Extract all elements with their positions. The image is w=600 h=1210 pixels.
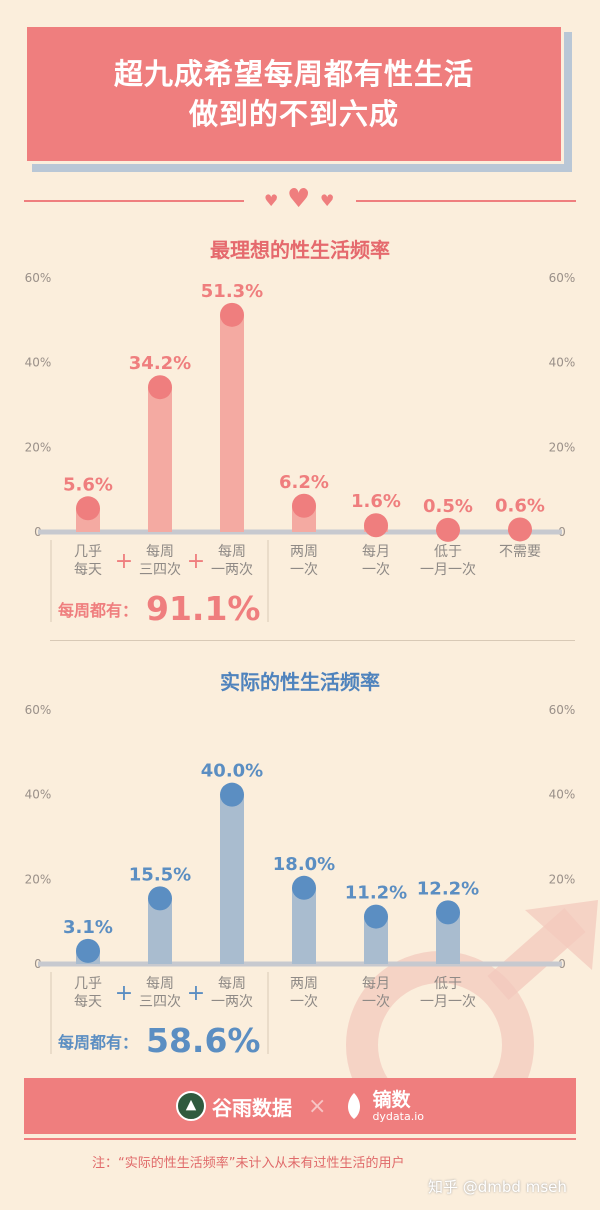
heart-icon: ♥ [287, 184, 311, 214]
x-tick-label: 两周 [290, 544, 318, 560]
x-tick-label: 每周 [218, 976, 246, 992]
heart-icon: ♥ [264, 191, 279, 210]
y-tick-label-left: 20% [25, 872, 52, 886]
y-tick-label-right: 60% [549, 271, 576, 285]
data-label: 51.3% [201, 281, 263, 302]
x-tick-label: 每天 [74, 562, 102, 578]
data-point [292, 875, 316, 900]
chart-actual-frequency: 0020%20%40%40%60%60%3.1%15.5%40.0%18.0%1… [25, 703, 576, 1060]
summary-value: 91.1% [146, 589, 261, 622]
plus-sign: + [187, 549, 205, 574]
y-tick-label-left: 40% [25, 788, 52, 802]
y-tick-label-left: 60% [25, 271, 52, 285]
data-label: 5.6% [63, 474, 113, 495]
data-label: 0.5% [423, 496, 473, 517]
data-point [148, 375, 172, 400]
y-tick-label-right: 40% [549, 356, 576, 370]
x-tick-label: 一两次 [211, 994, 253, 1010]
brand-dydata-url: dydata.io [372, 1109, 424, 1123]
y-tick-label-left: 40% [25, 356, 52, 370]
bar [148, 387, 172, 532]
data-label: 0.6% [495, 495, 545, 516]
x-tick-label: 三四次 [139, 994, 181, 1010]
x-tick-label: 一次 [290, 562, 318, 578]
data-point [436, 900, 460, 925]
chart2-title: 实际的性生活频率 [220, 670, 380, 694]
x-tick-label: 一次 [362, 994, 390, 1010]
x-tick-label: 一月一次 [420, 562, 476, 578]
x-tick-label: 三四次 [139, 562, 181, 578]
x-tick-label: 每周 [146, 544, 174, 560]
y-tick-label-left: 60% [25, 703, 52, 717]
x-tick-label: 每月 [362, 976, 390, 992]
x-tick-label: 几乎 [74, 976, 102, 992]
brand-guyu: 谷雨数据 [212, 1095, 292, 1120]
summary-value: 58.6% [146, 1021, 261, 1060]
data-point [436, 517, 460, 542]
collab-times: × [308, 1093, 327, 1119]
data-label: 34.2% [129, 353, 191, 374]
bar [220, 794, 244, 964]
title-banner: 超九成希望每周都有性生活 做到的不到六成 [24, 24, 576, 176]
data-point [220, 302, 244, 327]
y-tick-label-right: 60% [549, 703, 576, 717]
plus-sign: + [115, 981, 133, 1006]
y-tick-label-right: 40% [549, 788, 576, 802]
data-point [220, 782, 244, 807]
data-label: 3.1% [63, 917, 113, 938]
data-point [508, 517, 532, 542]
data-point [364, 904, 388, 929]
x-tick-label: 几乎 [74, 544, 102, 560]
x-tick-label: 每周 [146, 976, 174, 992]
section-divider [50, 640, 575, 641]
plus-sign: + [115, 549, 133, 574]
data-label: 1.6% [351, 491, 401, 512]
footer-brand-bar: 谷雨数据 × 镝数 dydata.io [24, 1078, 576, 1134]
data-label: 6.2% [279, 472, 329, 493]
chart1-title: 最理想的性生活频率 [210, 238, 390, 262]
heart-icon: ♥ [320, 191, 335, 210]
x-tick-label: 每天 [74, 994, 102, 1010]
watermark: 知乎 @dmbd mseh [428, 1178, 567, 1196]
data-point [292, 493, 316, 518]
summary-label: 每周都有： [58, 601, 138, 620]
data-label: 18.0% [273, 854, 335, 875]
x-tick-label: 不需要 [499, 544, 541, 560]
x-tick-label: 一两次 [211, 562, 253, 578]
x-tick-label: 每周 [218, 544, 246, 560]
x-tick-label: 两周 [290, 976, 318, 992]
data-label: 40.0% [201, 761, 263, 782]
chart-ideal-frequency: 0020%20%40%40%60%60%5.6%34.2%51.3%6.2%1.… [25, 271, 576, 622]
bar [292, 887, 316, 964]
x-tick-label: 一次 [290, 994, 318, 1010]
summary-label: 每周都有： [58, 1033, 138, 1052]
data-point [148, 886, 172, 911]
data-label: 11.2% [345, 883, 407, 904]
data-point [364, 513, 388, 538]
page-title-line2: 做到的不到六成 [188, 97, 399, 131]
brand-dydata: 镝数 [372, 1088, 411, 1111]
x-tick-label: 每月 [362, 544, 390, 560]
x-tick-label: 低于 [434, 976, 462, 992]
y-tick-label-right: 20% [549, 872, 576, 886]
data-label: 12.2% [417, 878, 479, 899]
data-point [76, 938, 100, 963]
male-symbol-icon [346, 900, 598, 1110]
x-tick-label: 低于 [434, 544, 462, 560]
data-point [76, 496, 100, 521]
y-tick-label-left: 20% [25, 440, 52, 454]
heart-divider: ♥ ♥ ♥ [24, 184, 576, 214]
footer-rule [24, 1138, 576, 1140]
guyu-logo-icon [176, 1091, 206, 1121]
footnote: 注：“实际的性生活频率”未计入从未有过性生活的用户 [92, 1156, 405, 1171]
data-label: 15.5% [129, 864, 191, 885]
bar [220, 314, 244, 532]
y-tick-label-right: 20% [549, 440, 576, 454]
plus-sign: + [187, 981, 205, 1006]
dydata-logo-icon [348, 1093, 361, 1119]
x-tick-label: 一月一次 [420, 994, 476, 1010]
x-tick-label: 一次 [362, 562, 390, 578]
page-title-line1: 超九成希望每周都有性生活 [113, 57, 474, 91]
